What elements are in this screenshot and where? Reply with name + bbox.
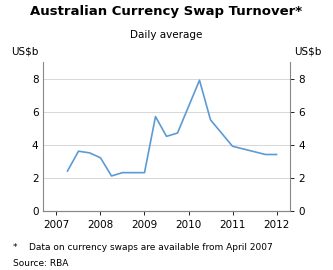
Text: US$b: US$b: [11, 46, 39, 56]
Text: Daily average: Daily average: [130, 30, 203, 40]
Text: *    Data on currency swaps are available from April 2007: * Data on currency swaps are available f…: [13, 243, 273, 252]
Text: Source: RBA: Source: RBA: [13, 259, 69, 268]
Text: US$b: US$b: [294, 46, 322, 56]
Text: Australian Currency Swap Turnover*: Australian Currency Swap Turnover*: [30, 5, 303, 18]
